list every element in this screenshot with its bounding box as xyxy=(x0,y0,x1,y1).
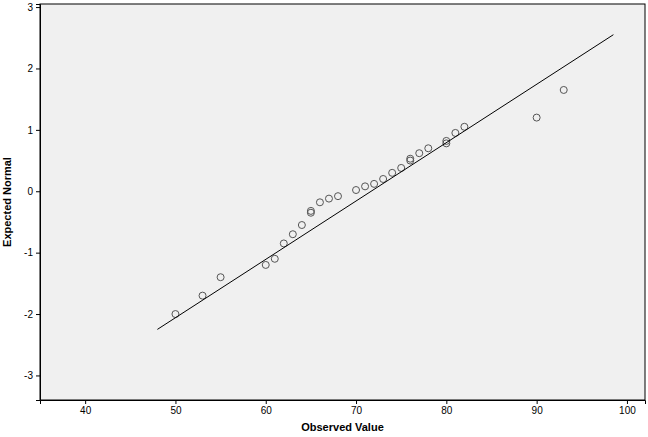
point xyxy=(217,274,224,281)
x-tick: 70 xyxy=(351,400,363,416)
reference-line xyxy=(157,35,613,330)
point xyxy=(425,145,432,152)
y-axis-title: Expected Normal xyxy=(1,157,13,247)
y-tick: 0 xyxy=(27,186,40,197)
y-tick: 3 xyxy=(27,2,40,13)
y-tick-label: 0 xyxy=(27,186,33,197)
x-tick-mark xyxy=(266,400,267,404)
y-tick: -1 xyxy=(24,247,40,258)
plot-background xyxy=(40,4,645,400)
point xyxy=(560,86,567,93)
point xyxy=(307,207,314,214)
y-axis: -3 -2 -1 0 1 2 3 xyxy=(24,2,40,401)
point xyxy=(389,169,396,176)
y-axis-line xyxy=(36,5,41,401)
y-tick-mark xyxy=(36,68,40,69)
x-tick-label: 90 xyxy=(532,405,544,416)
point xyxy=(334,193,341,200)
point xyxy=(353,187,360,194)
chart: 40 50 60 70 80 90 100 -3 -2 -1 0 1 2 3 Observed Value E… xyxy=(0,0,648,437)
x-tick-mark xyxy=(627,400,628,404)
y-tick-mark xyxy=(36,130,40,131)
y-tick-mark xyxy=(36,191,40,192)
y-tick: -2 xyxy=(24,309,40,320)
x-tick: 50 xyxy=(170,400,182,416)
x-tick-mark xyxy=(537,400,538,404)
x-tick-mark xyxy=(175,400,176,404)
point xyxy=(262,261,269,268)
x-tick-label: 80 xyxy=(441,405,453,416)
point xyxy=(271,255,278,262)
point xyxy=(362,183,369,190)
point xyxy=(316,199,323,206)
x-tick: 80 xyxy=(441,400,453,416)
x-tick: 60 xyxy=(261,400,273,416)
x-axis: 40 50 60 70 80 90 100 xyxy=(41,400,646,416)
y-tick-mark xyxy=(36,375,40,376)
x-tick-label: 40 xyxy=(80,405,92,416)
point xyxy=(325,195,332,202)
y-tick-mark xyxy=(36,314,40,315)
y-tick-label: 1 xyxy=(27,125,33,136)
point xyxy=(533,114,540,121)
y-tick-label: -3 xyxy=(24,370,33,381)
point xyxy=(407,155,414,162)
x-axis-line xyxy=(41,401,646,405)
plot: 40 50 60 70 80 90 100 -3 -2 -1 0 1 2 3 xyxy=(24,2,645,416)
x-tick-mark xyxy=(446,400,447,404)
point xyxy=(416,150,423,157)
point xyxy=(289,231,296,238)
x-axis-title: Observed Value xyxy=(301,421,384,433)
x-tick: 90 xyxy=(532,400,544,416)
x-tick-label: 50 xyxy=(170,405,182,416)
y-tick: 1 xyxy=(27,125,40,136)
x-tick: 100 xyxy=(619,400,636,416)
y-tick-label: 2 xyxy=(27,63,33,74)
y-tick-mark xyxy=(36,7,40,8)
point xyxy=(371,180,378,187)
y-tick: 2 xyxy=(27,63,40,74)
y-tick-label: -2 xyxy=(24,309,33,320)
y-tick-label: 3 xyxy=(27,2,33,13)
x-tick-mark xyxy=(356,400,357,404)
marks xyxy=(157,35,613,330)
x-tick-label: 60 xyxy=(261,405,273,416)
y-tick-label: -1 xyxy=(24,247,33,258)
x-tick-label: 100 xyxy=(619,405,636,416)
x-tick-mark xyxy=(85,400,86,404)
point xyxy=(298,222,305,229)
x-tick: 40 xyxy=(80,400,92,416)
x-tick-label: 70 xyxy=(351,405,363,416)
y-tick-mark xyxy=(36,253,40,254)
y-tick: -3 xyxy=(24,370,40,381)
